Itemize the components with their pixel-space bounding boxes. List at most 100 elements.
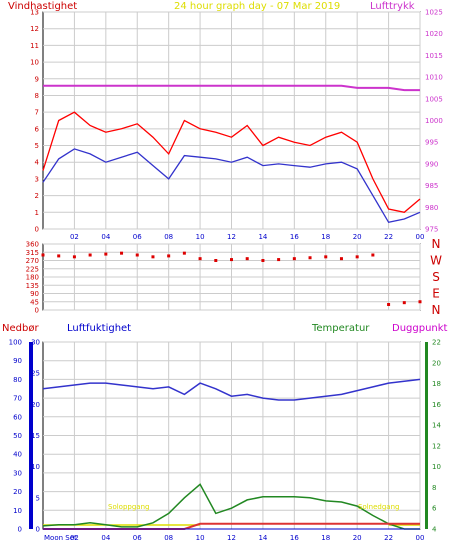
wind-speed-tick-label: 11 xyxy=(30,42,39,50)
humidity-label: Luftfuktighet xyxy=(67,323,131,334)
x-tick-label: 00 xyxy=(416,233,425,241)
direction-point xyxy=(57,254,61,258)
wind-speed-tick-label: 8 xyxy=(35,92,39,100)
direction-point xyxy=(135,253,139,257)
direction-point xyxy=(371,253,375,257)
wind-speed-tick-label: 6 xyxy=(35,125,40,133)
direction-point xyxy=(41,253,45,257)
humidity-tick-label: 30 xyxy=(31,339,40,347)
direction-point xyxy=(214,259,218,262)
temperature-tick-label: 8 xyxy=(432,484,436,492)
direction-point xyxy=(387,303,391,306)
wind-speed-tick-label: 10 xyxy=(30,59,39,67)
wind-pressure-grid xyxy=(43,11,421,230)
time-axis-bottom: 02 04 06 08 10 12 14 16 18 20 22 00 xyxy=(70,534,425,542)
direction-point xyxy=(72,255,76,259)
x-tick-label: 14 xyxy=(258,534,267,542)
humidity-tick-label: 0 xyxy=(36,526,40,534)
pressure-tick-label: 1000 xyxy=(425,117,443,125)
x-tick-label: 16 xyxy=(290,233,299,241)
x-tick-label: 02 xyxy=(70,233,79,241)
x-tick-label: 12 xyxy=(227,534,236,542)
direction-tick-label: 135 xyxy=(26,282,39,290)
direction-tick-label: 90 xyxy=(30,290,39,298)
wind-speed-label: Vindhastighet xyxy=(8,1,77,12)
temperature-label: Temperatur xyxy=(311,323,370,334)
pressure-tick-label: 1015 xyxy=(425,52,443,60)
precip-tick-label: 20 xyxy=(13,488,22,496)
x-tick-label: 10 xyxy=(196,233,205,241)
x-tick-label: 22 xyxy=(384,233,393,241)
precip-tick-label: 80 xyxy=(13,376,22,384)
direction-tick-label: 270 xyxy=(26,257,39,265)
wind-pressure-series xyxy=(42,84,421,224)
x-tick-label: 04 xyxy=(101,233,110,241)
precip-tick-label: 10 xyxy=(13,507,22,515)
wind-speed-tick-label: 13 xyxy=(30,9,39,17)
direction-point xyxy=(151,255,155,259)
wind-speed-tick-label: 7 xyxy=(35,109,39,117)
x-tick-label: 02 xyxy=(70,534,79,542)
x-tick-label: 08 xyxy=(164,233,173,241)
direction-point xyxy=(104,252,108,256)
compass-label: E xyxy=(432,287,440,301)
chart-title: 24 hour graph day - 07 Mar 2019 xyxy=(174,1,340,12)
precip-tick-label: 60 xyxy=(13,413,22,421)
precipitation-label: Nedbør xyxy=(2,323,39,334)
wind-speed-tick-label: 5 xyxy=(35,142,39,150)
precipitation-axis: 0 10 20 30 40 50 60 70 80 90 100 xyxy=(9,339,22,534)
temperature-tick-label: 16 xyxy=(432,401,441,409)
precip-tick-label: 30 xyxy=(13,469,22,477)
pressure-tick-label: 1020 xyxy=(425,30,443,38)
direction-point xyxy=(245,257,249,261)
direction-tick-label: 0 xyxy=(35,307,39,315)
direction-point xyxy=(277,258,281,262)
humidity-axis: 0 5 10 15 20 25 30 xyxy=(31,339,40,534)
wind-speed-tick-label: 3 xyxy=(35,175,39,183)
precip-tick-label: 0 xyxy=(18,526,22,534)
precip-tick-label: 50 xyxy=(13,432,22,440)
compass-label: N xyxy=(432,303,441,317)
pressure-label: Lufttrykk xyxy=(370,1,415,12)
direction-point xyxy=(308,256,312,260)
x-tick-label: 18 xyxy=(321,233,330,241)
wind-direction-grid xyxy=(43,243,421,311)
temperature-tick-label: 22 xyxy=(432,339,441,347)
direction-point xyxy=(324,255,328,259)
direction-tick-label: 180 xyxy=(26,274,39,282)
temperature-tick-label: 6 xyxy=(432,505,437,513)
temperature-axis-bar xyxy=(425,342,428,529)
direction-point xyxy=(339,257,343,261)
temperature-tick-label: 12 xyxy=(432,442,441,450)
pressure-tick-label: 985 xyxy=(425,182,438,190)
compass-label: W xyxy=(430,254,442,268)
precip-tick-label: 100 xyxy=(9,339,22,347)
direction-point xyxy=(88,253,92,257)
direction-point xyxy=(167,254,171,258)
precip-tick-label: 40 xyxy=(13,451,22,459)
temperature-tick-label: 4 xyxy=(432,526,437,534)
pressure-tick-label: 995 xyxy=(425,139,438,147)
humidity-tick-label: 10 xyxy=(31,463,40,471)
direction-point xyxy=(418,300,422,304)
x-tick-label: 08 xyxy=(164,534,173,542)
x-tick-label: 20 xyxy=(353,233,362,241)
temperature-tick-label: 20 xyxy=(432,359,441,367)
humidity-tick-label: 25 xyxy=(31,370,40,378)
direction-tick-label: 315 xyxy=(26,249,39,257)
x-tick-label: 18 xyxy=(321,534,330,542)
direction-tick-label: 360 xyxy=(26,241,39,249)
time-axis-top: 02 04 06 08 10 12 14 16 18 20 22 00 xyxy=(70,233,425,241)
humidity-tick-label: 15 xyxy=(31,432,40,440)
temperature-tick-label: 14 xyxy=(432,422,441,430)
direction-point xyxy=(182,251,186,255)
humidity-tick-label: 20 xyxy=(31,401,40,409)
compass-label: S xyxy=(432,270,440,284)
sunset-label: Solnedgang xyxy=(358,503,399,511)
direction-tick-label: 225 xyxy=(26,265,39,273)
temperature-tick-label: 10 xyxy=(432,463,441,471)
direction-point xyxy=(292,257,296,261)
